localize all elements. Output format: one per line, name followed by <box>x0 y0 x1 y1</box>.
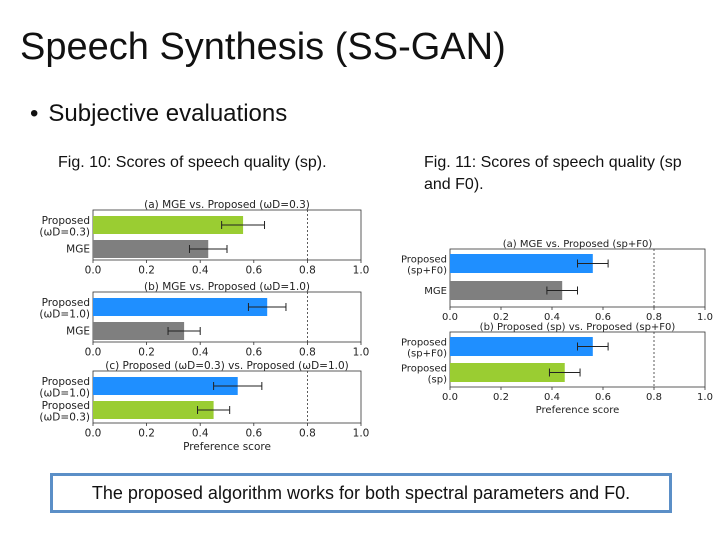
plot-frame <box>449 331 706 388</box>
bullet-text: Subjective evaluations <box>48 100 288 127</box>
category-label: Proposed <box>401 255 447 266</box>
category-label: Proposed <box>42 376 90 388</box>
x-tick-label: 1.0 <box>353 428 370 440</box>
x-tick-label: 0.6 <box>595 312 611 323</box>
x-tick-label: 0.8 <box>646 312 662 323</box>
bullet-dot: • <box>30 100 39 127</box>
category-label: (ωD=1.0) <box>39 309 90 321</box>
x-tick-label: 0.2 <box>138 428 155 440</box>
bullet-item: • Subjective evaluations <box>30 100 287 128</box>
category-label: Proposed <box>401 364 447 375</box>
x-tick-label: 0.4 <box>544 312 560 323</box>
conclusion-box: The proposed algorithm works for both sp… <box>50 473 672 513</box>
chart-panel-3: (a) MGE vs. Proposed (sp+F0) Proposed(sp+… <box>401 239 713 323</box>
figure-11-caption: Fig. 11: Scores of speech quality (sp an… <box>424 154 682 193</box>
bar <box>450 363 565 382</box>
x-tick-label: 0.0 <box>442 392 458 403</box>
x-tick-label: 0.4 <box>544 392 560 403</box>
category-label: Proposed <box>401 338 447 349</box>
x-tick-label: 0.2 <box>138 347 155 359</box>
figure-11-chart: (a) MGE vs. Proposed (sp+F0)Proposed(sp+… <box>401 239 713 416</box>
x-tick-label: 0.8 <box>299 265 316 277</box>
bar <box>93 240 209 258</box>
x-tick-label: 0.8 <box>646 392 662 403</box>
x-tick-label: 1.0 <box>353 347 370 359</box>
x-tick-label: 0.4 <box>192 347 209 359</box>
x-tick-label: 0.4 <box>192 428 209 440</box>
x-tick-label: 0.4 <box>192 265 209 277</box>
category-label: Proposed <box>42 215 90 227</box>
category-label: (sp+F0) <box>407 349 447 360</box>
category-label: (ωD=0.3) <box>39 227 90 239</box>
bar <box>93 298 268 316</box>
category-label: (sp) <box>428 375 447 386</box>
x-tick-label: 0.2 <box>493 392 509 403</box>
figure-10-caption: Fig. 10: Scores of speech quality (sp). <box>58 154 327 171</box>
chart-panel-2: (c) Proposed (ωD=0.3) vs. Proposed (ωD=1… <box>39 360 369 453</box>
category-label: MGE <box>424 286 447 297</box>
category-label: (ωD=1.0) <box>39 388 90 400</box>
chart-title: (b) MGE vs. Proposed (ωD=1.0) <box>144 281 310 293</box>
x-tick-label: 0.6 <box>245 265 262 277</box>
chart-title: (a) MGE vs. Proposed (sp+F0) <box>503 239 653 250</box>
category-label: Proposed <box>42 297 90 309</box>
chart-panel-0: (a) MGE vs. Proposed (ωD=0.3) Proposed(ωD… <box>39 199 369 277</box>
bar <box>450 281 563 300</box>
category-label: MGE <box>66 326 90 338</box>
x-axis-label: Preference score <box>183 441 271 453</box>
x-tick-label: 0.0 <box>85 265 102 277</box>
bar <box>93 377 238 395</box>
bar <box>450 254 593 273</box>
x-tick-label: 0.2 <box>138 265 155 277</box>
x-tick-label: 0.6 <box>595 392 611 403</box>
category-label: (sp+F0) <box>407 266 447 277</box>
bar <box>93 216 244 234</box>
category-label: (ωD=0.3) <box>39 412 90 424</box>
x-tick-label: 0.0 <box>442 312 458 323</box>
x-axis-label: Preference score <box>536 405 620 416</box>
x-tick-label: 0.0 <box>85 428 102 440</box>
figure-10-chart: (a) MGE vs. Proposed (ωD=0.3)Proposed(ωD… <box>39 199 369 453</box>
x-tick-label: 0.8 <box>299 428 316 440</box>
x-tick-label: 1.0 <box>697 392 713 403</box>
x-tick-label: 1.0 <box>697 312 713 323</box>
x-tick-label: 0.8 <box>299 347 316 359</box>
bar <box>93 401 214 419</box>
plot-frame <box>92 291 362 343</box>
chart-title: (b) Proposed (sp) vs. Proposed (sp+F0) <box>480 322 676 333</box>
plot-frame <box>449 248 706 308</box>
plot-frame <box>92 370 362 424</box>
x-tick-label: 1.0 <box>353 265 370 277</box>
category-label: MGE <box>66 244 90 256</box>
x-tick-label: 0.6 <box>245 428 262 440</box>
x-tick-label: 0.0 <box>85 347 102 359</box>
chart-title: (a) MGE vs. Proposed (ωD=0.3) <box>144 199 310 211</box>
x-tick-label: 0.2 <box>493 312 509 323</box>
x-tick-label: 0.6 <box>245 347 262 359</box>
bar <box>93 322 185 340</box>
bar <box>450 337 593 356</box>
chart-title: (c) Proposed (ωD=0.3) vs. Proposed (ωD=1… <box>105 360 349 372</box>
chart-panel-1: (b) MGE vs. Proposed (ωD=1.0) Proposed(ωD… <box>39 281 369 359</box>
plot-frame <box>92 209 362 261</box>
chart-panel-4: (b) Proposed (sp) vs. Proposed (sp+F0) Pr… <box>401 322 713 416</box>
slide-title: Speech Synthesis (SS-GAN) <box>20 26 506 68</box>
category-label: Proposed <box>42 400 90 412</box>
